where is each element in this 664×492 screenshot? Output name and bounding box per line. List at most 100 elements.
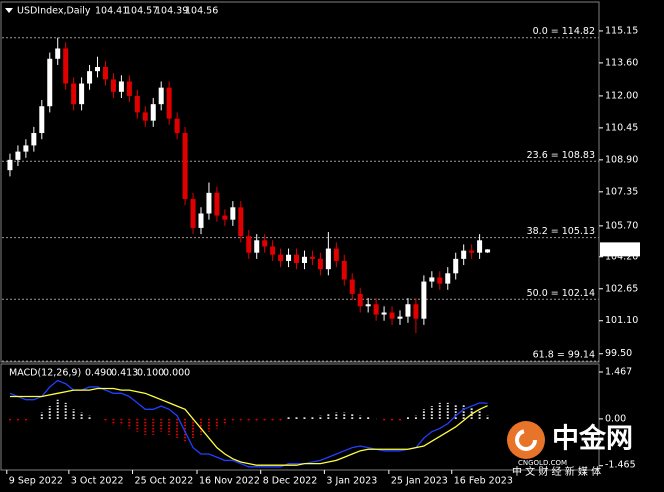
y-tick-label: 1.467 xyxy=(605,367,632,378)
candle-body xyxy=(87,71,93,84)
candle-body xyxy=(150,104,156,121)
ohlc-high: 104.57 xyxy=(125,6,158,17)
logo-site: CNGOLD.COM xyxy=(518,459,567,467)
candle-body xyxy=(309,256,315,259)
x-tick-label: 25 Oct 2022 xyxy=(135,476,194,487)
candle-body xyxy=(301,256,307,263)
candle-body xyxy=(95,67,101,72)
logo-tagline: 中 文 财 经 新 媒 体 xyxy=(512,465,601,478)
candle-body xyxy=(246,236,252,253)
candle-body xyxy=(102,67,108,80)
macd-value: 0.100 xyxy=(137,368,164,379)
candle-body xyxy=(461,250,467,259)
candle-body xyxy=(214,192,220,216)
candle-body xyxy=(182,133,188,200)
macd-panel-frame xyxy=(0,363,600,471)
candle-body xyxy=(349,279,355,294)
candle-body xyxy=(39,106,45,134)
candle-body xyxy=(325,248,331,270)
candle-body xyxy=(254,240,260,253)
candle-body xyxy=(421,281,427,319)
macd-line xyxy=(9,387,488,466)
macd-value: 0.490 xyxy=(85,368,112,379)
x-tick-label: 3 Oct 2022 xyxy=(71,476,124,487)
y-tick-label: 110.45 xyxy=(605,122,638,133)
y-tick-label: 102.65 xyxy=(605,283,638,294)
x-tick-label: 9 Sep 2022 xyxy=(9,476,63,487)
candle-body xyxy=(166,87,172,119)
candle-body xyxy=(47,58,53,107)
candle-body xyxy=(118,81,124,92)
ohlc-open: 104.41 xyxy=(95,6,128,17)
candle-body xyxy=(429,277,435,282)
candle-body xyxy=(373,304,379,315)
candle-body xyxy=(174,118,180,134)
candle-body xyxy=(270,246,276,255)
candle-body xyxy=(294,254,300,263)
candle-body xyxy=(317,258,323,270)
y-tick-label: 0.00 xyxy=(605,413,626,424)
y-tick-label: 113.60 xyxy=(605,57,638,68)
y-tick-label: -1.465 xyxy=(605,460,636,471)
candle-body xyxy=(71,83,77,105)
x-tick-label: 3 Jan 2023 xyxy=(326,476,377,487)
candle-body xyxy=(222,215,228,220)
candle-body xyxy=(79,83,85,105)
candle-body xyxy=(469,250,475,253)
candle-body xyxy=(198,213,204,228)
candle-body xyxy=(262,240,268,247)
candle-body xyxy=(126,81,132,96)
y-tick-label: 101.10 xyxy=(605,315,638,326)
candle-body xyxy=(397,316,403,319)
candle-body xyxy=(142,112,148,121)
ohlc-low: 104.39 xyxy=(155,6,188,17)
y-tick-label: 112.00 xyxy=(605,90,638,101)
ohlc-close: 104.56 xyxy=(185,6,218,17)
y-tick-label: 115.15 xyxy=(605,25,638,36)
candle-body xyxy=(357,293,363,307)
price-label: 104.56 xyxy=(604,244,637,255)
x-tick-label: 16 Feb 2023 xyxy=(454,476,513,487)
candle-body xyxy=(437,277,443,284)
candle-body xyxy=(23,145,29,152)
candle-body xyxy=(7,159,13,171)
candle-body xyxy=(477,240,483,253)
y-tick-label: 99.50 xyxy=(605,348,632,359)
logo-swirl xyxy=(515,429,537,451)
y-tick-label: 105.70 xyxy=(605,220,638,231)
logo-circle xyxy=(507,421,545,459)
candles xyxy=(7,37,491,334)
candle-body xyxy=(381,312,387,315)
x-tick-label: 8 Dec 2022 xyxy=(263,476,318,487)
candle-body xyxy=(31,133,37,146)
fib-label: 0.0 = 114.82 xyxy=(533,26,595,37)
menu-icon xyxy=(5,8,13,13)
candle-body xyxy=(453,258,459,274)
candle-body xyxy=(365,304,371,307)
fib-label: 61.8 = 99.14 xyxy=(533,350,595,361)
candle-body xyxy=(286,254,292,261)
fib-label: 50.0 = 102.14 xyxy=(527,288,595,299)
main-panel-frame xyxy=(0,1,600,363)
candle-body xyxy=(206,192,212,214)
candle-body xyxy=(445,273,451,284)
macd-value: 0.000 xyxy=(163,368,190,379)
y-tick-label: 107.35 xyxy=(605,186,638,197)
candle-body xyxy=(190,199,196,228)
candle-body xyxy=(134,95,140,113)
symbol: USDIndex,Daily xyxy=(17,6,91,17)
candle-body xyxy=(230,207,236,220)
candle-body xyxy=(55,48,61,59)
candle-body xyxy=(341,260,347,280)
candle-body xyxy=(405,304,411,317)
candle-body xyxy=(333,248,339,261)
candle-body xyxy=(158,87,164,105)
logo-brand: 中金网 xyxy=(552,423,633,455)
macd-value: 0.413 xyxy=(111,368,138,379)
x-tick-label: 16 Nov 2022 xyxy=(199,476,260,487)
candle-body xyxy=(389,312,395,319)
candle-body xyxy=(278,254,284,261)
candle-body xyxy=(110,79,116,92)
